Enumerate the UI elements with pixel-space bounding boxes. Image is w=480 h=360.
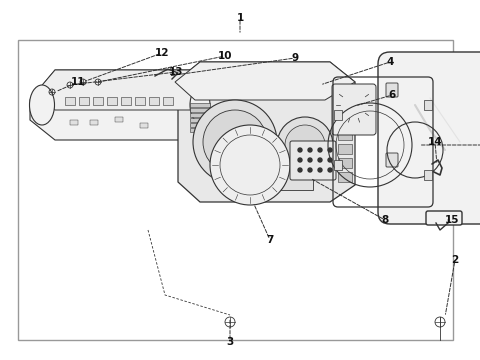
Bar	[334, 160, 342, 170]
Bar	[107, 97, 117, 105]
Bar	[190, 123, 210, 127]
Circle shape	[193, 100, 277, 184]
Bar	[90, 120, 98, 125]
Bar	[65, 97, 75, 105]
FancyBboxPatch shape	[290, 141, 336, 180]
Text: 10: 10	[218, 51, 232, 61]
Text: 15: 15	[445, 215, 459, 225]
Circle shape	[328, 168, 332, 172]
Ellipse shape	[190, 87, 210, 122]
Circle shape	[285, 125, 325, 165]
Circle shape	[298, 168, 302, 172]
Bar	[424, 170, 432, 180]
Bar	[334, 110, 342, 120]
Text: 1: 1	[236, 13, 244, 23]
Text: 4: 4	[386, 57, 394, 67]
Text: 8: 8	[382, 215, 389, 225]
Text: 3: 3	[227, 337, 234, 347]
Circle shape	[277, 117, 333, 173]
Polygon shape	[30, 70, 215, 140]
Circle shape	[318, 148, 322, 152]
Circle shape	[298, 148, 302, 152]
Bar	[338, 158, 352, 168]
FancyBboxPatch shape	[386, 153, 398, 167]
Bar	[149, 97, 159, 105]
Polygon shape	[178, 62, 355, 202]
Text: 14: 14	[428, 137, 442, 147]
Bar	[268, 158, 313, 190]
Bar	[140, 123, 148, 128]
Bar	[115, 117, 123, 122]
Circle shape	[328, 158, 332, 162]
Text: 12: 12	[155, 48, 169, 58]
Bar	[338, 116, 352, 126]
Text: 2: 2	[451, 255, 458, 265]
Bar	[190, 128, 210, 132]
Bar	[79, 97, 89, 105]
Ellipse shape	[29, 85, 55, 125]
Circle shape	[308, 158, 312, 162]
Polygon shape	[38, 70, 215, 110]
Bar	[135, 97, 145, 105]
Text: 7: 7	[266, 235, 274, 245]
Bar	[338, 144, 352, 154]
Bar	[424, 100, 432, 110]
Bar	[190, 118, 210, 122]
Circle shape	[318, 158, 322, 162]
Bar	[93, 97, 103, 105]
Bar	[18, 40, 453, 340]
Circle shape	[328, 148, 332, 152]
Text: 6: 6	[388, 90, 396, 100]
Polygon shape	[175, 62, 355, 100]
Bar	[190, 108, 210, 112]
Text: 11: 11	[71, 77, 85, 87]
FancyBboxPatch shape	[426, 211, 462, 225]
Circle shape	[298, 158, 302, 162]
FancyBboxPatch shape	[332, 84, 376, 135]
Bar	[190, 103, 210, 107]
Bar	[190, 113, 210, 117]
Bar	[338, 172, 352, 182]
Text: 9: 9	[291, 53, 299, 63]
Circle shape	[318, 168, 322, 172]
Circle shape	[203, 110, 267, 174]
Circle shape	[308, 168, 312, 172]
Circle shape	[308, 148, 312, 152]
Bar	[70, 120, 78, 125]
Bar	[121, 97, 131, 105]
Bar	[338, 130, 352, 140]
FancyBboxPatch shape	[378, 52, 480, 224]
Bar	[163, 97, 173, 105]
Circle shape	[210, 125, 290, 205]
FancyBboxPatch shape	[386, 83, 398, 97]
Text: 13: 13	[169, 67, 183, 77]
